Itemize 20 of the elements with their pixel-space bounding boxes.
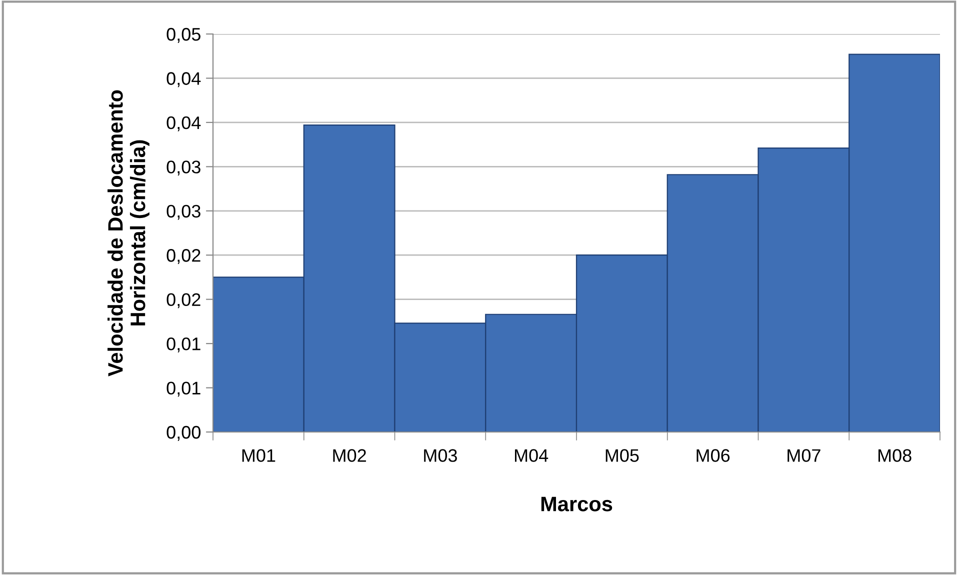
y-tick-label: 0,01 (166, 382, 200, 397)
y-tick-label: 0,05 (166, 28, 200, 43)
x-tick-label: M08 (878, 449, 912, 462)
x-axis-title: Marcos (541, 496, 612, 512)
x-tick-label: M03 (424, 449, 457, 462)
x-tick-label: M04 (514, 449, 548, 462)
x-tick-label: M01 (242, 449, 276, 462)
y-tick-label: 0,04 (166, 116, 201, 132)
y-tick-label: 0,03 (166, 160, 200, 176)
y-tick-label: 0,00 (166, 426, 200, 441)
y-tick-label: 0,02 (166, 293, 200, 308)
y-axis-title: Velocidade de Deslocamento Horizontal (cm/dia) (108, 90, 150, 376)
y-tick-label: 0,02 (166, 249, 200, 264)
x-tick-label: M02 (333, 449, 366, 462)
y-tick-label: 0,03 (166, 204, 200, 220)
y-tick-label: 0,04 (166, 72, 201, 88)
x-tick-label: M05 (606, 449, 639, 462)
x-tick-label: M06 (696, 449, 730, 462)
y-tick-label: 0,01 (166, 337, 200, 352)
x-tick-label: M07 (788, 449, 820, 462)
